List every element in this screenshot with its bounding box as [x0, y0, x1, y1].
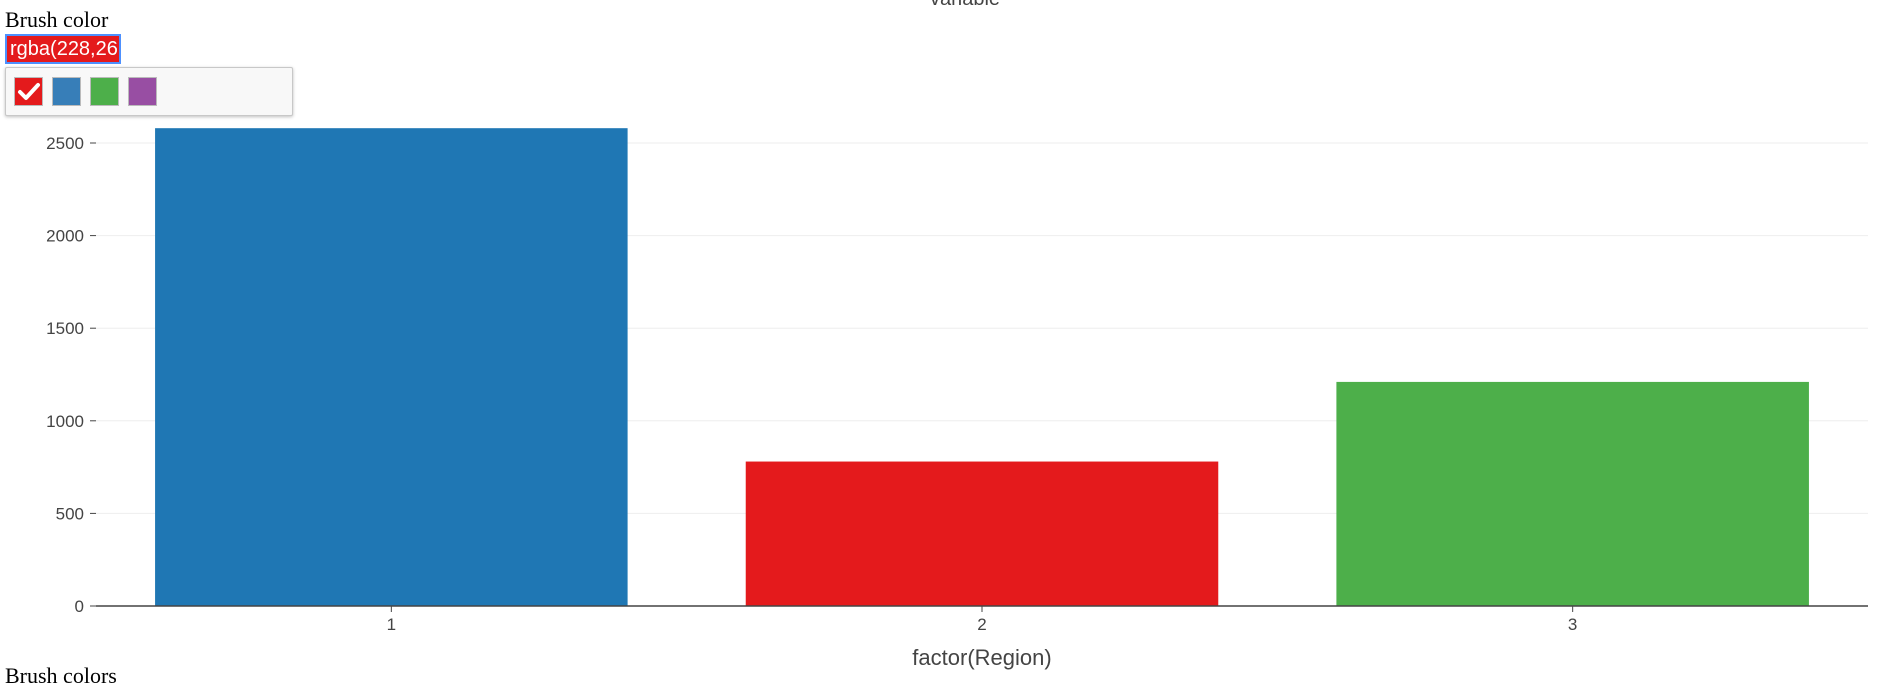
bars [155, 128, 1809, 606]
bar-region-2[interactable] [745, 461, 1219, 606]
chart-title: variable [930, 0, 1000, 11]
y-tick-label: 2000 [46, 227, 84, 246]
swatch-blue[interactable] [52, 77, 81, 106]
y-tick-label: 0 [75, 597, 84, 616]
y-tick-label: 1000 [46, 412, 84, 431]
swatch-green[interactable] [90, 77, 119, 106]
checkmark-icon [18, 83, 40, 100]
x-tick-label: 1 [387, 615, 396, 634]
brush-color-input[interactable]: rgba(228,26, [5, 34, 121, 64]
bar-region-1[interactable] [155, 128, 628, 606]
y-tick-label: 500 [56, 504, 84, 523]
brush-color-value: rgba(228,26, [10, 38, 119, 60]
brush-colors-label: Brush colors [5, 663, 117, 688]
x-tick-label: 3 [1568, 615, 1577, 634]
brush-color-label: Brush color [5, 7, 109, 32]
x-tick-label: 2 [977, 615, 986, 634]
color-palette [5, 67, 293, 116]
y-tick-label: 1500 [46, 319, 84, 338]
bar-region-3[interactable] [1336, 381, 1809, 606]
swatch-red[interactable] [14, 77, 43, 106]
y-tick-label: 2500 [46, 134, 84, 153]
axes: 0 500 1000 1500 2000 2500 1 2 3 [46, 134, 1868, 634]
x-axis-title: factor(Region) [912, 645, 1051, 670]
swatch-purple[interactable] [128, 77, 157, 106]
